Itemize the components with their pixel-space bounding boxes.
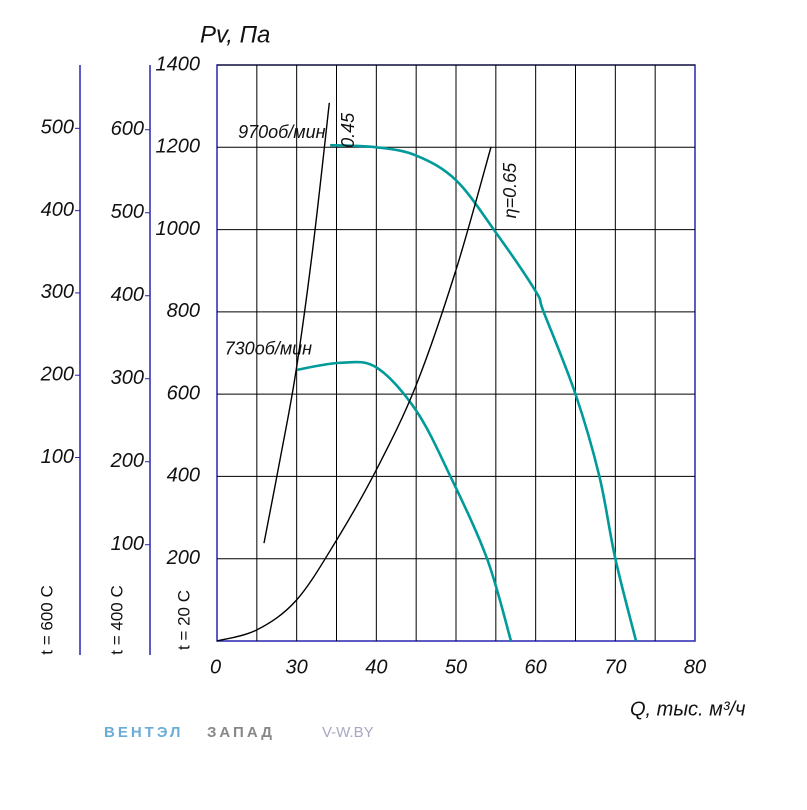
series-label: 730об/мин	[225, 339, 313, 359]
series-line	[330, 143, 638, 642]
y-tick-label: 400	[41, 199, 74, 221]
y-tick-label: 400	[167, 465, 200, 487]
series-label: 0.45	[338, 112, 358, 148]
series-label: 970об/мин	[238, 122, 326, 142]
y-tick-label: 200	[110, 450, 144, 472]
y-tick-label: 500	[111, 201, 144, 223]
y-tick-label: 200	[166, 547, 200, 569]
x-axis-title: Q, тыс. м³/ч	[630, 698, 745, 720]
y-tick-label: 600	[111, 118, 144, 140]
y-tick-label: 400	[111, 284, 144, 306]
x-tick-label: 60	[525, 656, 547, 678]
y-tick-label: 1400	[156, 53, 201, 75]
x-tick-label: 70	[604, 656, 626, 678]
series-line	[216, 146, 492, 642]
temp-label: t = 600 C	[37, 585, 56, 654]
y-tick-label: 100	[41, 446, 74, 468]
temp-label: t = 400 C	[107, 585, 126, 654]
y-tick-label: 600	[167, 382, 200, 404]
y-tick-label: 200	[40, 363, 74, 385]
x-tick-label: 50	[445, 656, 467, 678]
y-tick-label: 100	[111, 533, 144, 555]
series-label: η=0.65	[500, 162, 520, 219]
x-tick-label: 80	[684, 656, 706, 678]
series-line	[296, 360, 513, 642]
series-line	[263, 102, 331, 544]
y-axis-title: Pv, Па	[200, 21, 270, 48]
site: V-W.BY	[322, 724, 374, 741]
x-tick-label: 40	[365, 656, 387, 678]
x-tick-label: 30	[286, 656, 308, 678]
brand: ВЕНТЭЛ	[104, 724, 183, 741]
origin-label: 0	[210, 656, 221, 678]
y-tick-label: 300	[41, 281, 74, 303]
y-tick-label: 1000	[156, 218, 201, 240]
y-tick-label: 800	[167, 300, 200, 322]
temp-label: t = 20 C	[174, 590, 193, 650]
brand2: ЗАПАД	[207, 724, 275, 741]
y-tick-label: 300	[111, 367, 144, 389]
y-tick-label: 1200	[156, 136, 201, 158]
y-tick-label: 500	[41, 117, 74, 139]
